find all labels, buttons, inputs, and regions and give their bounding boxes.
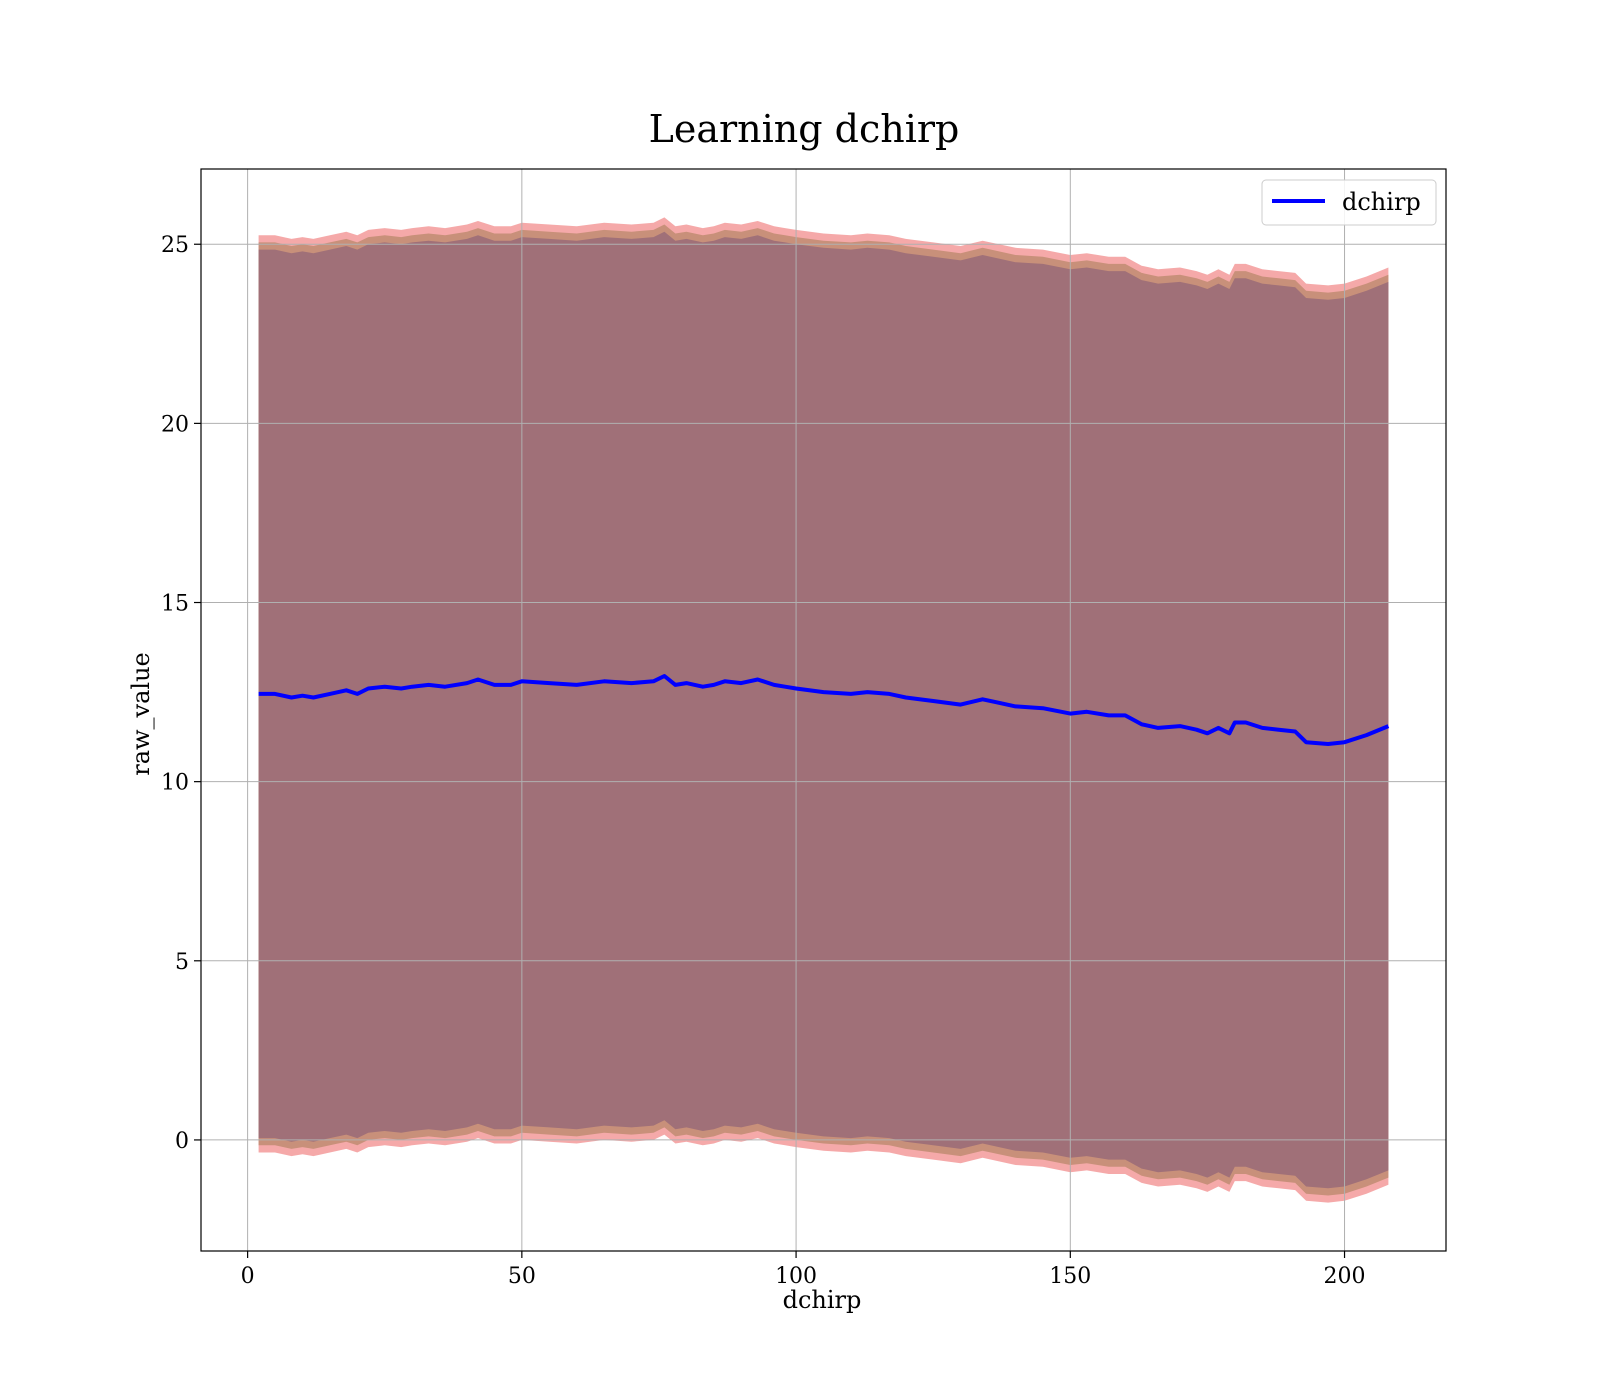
legend-box xyxy=(1261,179,1437,226)
x-tick-label: 150 xyxy=(1049,1264,1091,1289)
x-axis-label: dchirp xyxy=(783,1286,862,1314)
series-line-dchirp xyxy=(258,674,1390,746)
y-tick-label: 10 xyxy=(161,771,189,796)
y-tick-label: 25 xyxy=(161,233,189,258)
x-tick-label: 100 xyxy=(775,1264,817,1289)
legend-entry-dchirp: dchirp xyxy=(1342,188,1421,216)
x-tick-label: 0 xyxy=(241,1264,255,1289)
y-tick-label: 20 xyxy=(161,412,189,437)
y-axis: 0 5 10 15 20 25 xyxy=(161,233,201,1154)
plot-area xyxy=(201,169,1446,1251)
legend: dchirp xyxy=(1261,179,1437,226)
x-tick-label: 50 xyxy=(508,1264,536,1289)
x-axis: 0 50 100 150 200 xyxy=(241,1251,1366,1289)
y-tick-label: 0 xyxy=(175,1129,189,1154)
y-tick-label: 15 xyxy=(161,592,189,617)
plot-frame xyxy=(200,168,1447,1252)
x-tick-label: 200 xyxy=(1324,1264,1366,1289)
y-axis-label: raw_value xyxy=(127,652,155,776)
band-inner xyxy=(258,231,1389,1189)
y-tick-label: 5 xyxy=(175,950,189,975)
chart-title: Learning dchirp xyxy=(649,107,960,151)
